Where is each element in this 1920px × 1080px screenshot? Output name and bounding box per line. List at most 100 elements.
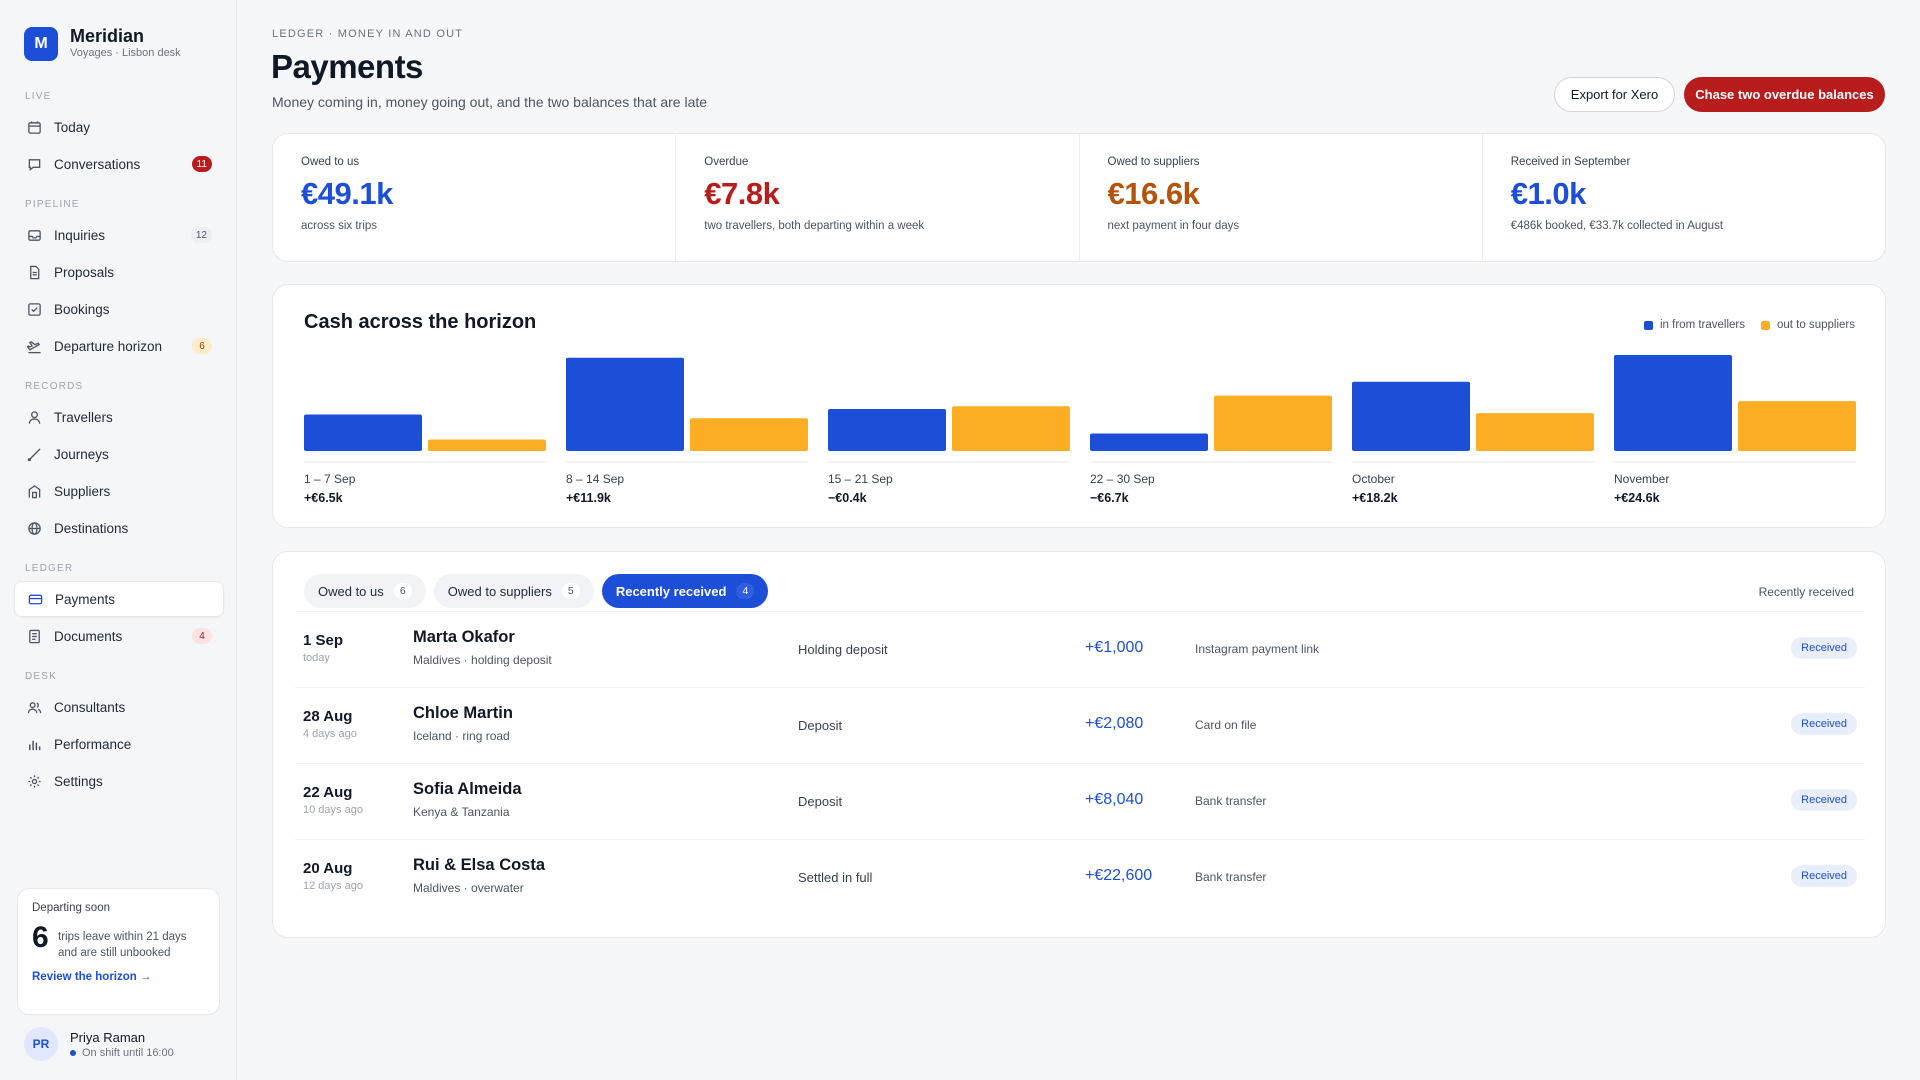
payment-age: today bbox=[303, 652, 330, 664]
brand-subtitle: Voyages · Lisbon desk bbox=[70, 47, 181, 59]
bar-in bbox=[566, 357, 684, 451]
current-view-label: Recently received bbox=[1758, 585, 1854, 599]
bar-out bbox=[952, 406, 1070, 451]
tab-label: Owed to us bbox=[318, 583, 384, 599]
sidebar-item-label: Conversations bbox=[54, 156, 141, 172]
user-status-text: On shift until 16:00 bbox=[82, 1046, 174, 1059]
table-row[interactable]: 22 Aug 10 days ago Sofia Almeida Kenya &… bbox=[295, 763, 1865, 839]
sidebar-item-consultants[interactable]: Consultants bbox=[14, 689, 224, 725]
payment-amount: +€2,080 bbox=[1085, 715, 1144, 732]
category-label: 8 – 14 Sep bbox=[566, 472, 624, 486]
category-label: November bbox=[1614, 472, 1669, 486]
stat-note: two travellers, both departing within a … bbox=[704, 220, 925, 232]
payments-ledger-card: Owed to us 6 Owed to suppliers 5 Recentl… bbox=[272, 551, 1886, 938]
brand[interactable]: M Meridian Voyages · Lisbon desk bbox=[24, 26, 181, 61]
stat-value: €49.1k bbox=[301, 176, 393, 211]
conversations-count-badge: 11 bbox=[191, 156, 212, 172]
stat-note: €486k booked, €33.7k collected in August bbox=[1510, 220, 1724, 232]
nav-section-ledger: LEDGER bbox=[25, 563, 74, 574]
legend-label-in: in from travellers bbox=[1660, 319, 1745, 331]
tab-owed-to-suppliers[interactable]: Owed to suppliers 5 bbox=[433, 574, 594, 608]
departure-horizon-count-badge: 6 bbox=[192, 338, 212, 354]
tab-owed-to-us[interactable]: Owed to us 6 bbox=[304, 574, 426, 608]
sidebar-item-departure-horizon[interactable]: Departure horizon 6 bbox=[14, 328, 224, 364]
documents-count-badge: 4 bbox=[192, 628, 212, 644]
net-value-label: −€0.4k bbox=[828, 491, 867, 505]
table-row[interactable]: 1 Sep today Marta Okafor Maldives · hold… bbox=[295, 611, 1865, 687]
sidebar-item-inquiries[interactable]: Inquiries 12 bbox=[14, 217, 224, 253]
sidebar-item-label: Settings bbox=[54, 773, 103, 789]
plane-icon bbox=[27, 339, 42, 354]
sidebar-item-journeys[interactable]: Journeys bbox=[14, 436, 224, 472]
status-badge: Received bbox=[1791, 637, 1857, 659]
stat-note: next payment in four days bbox=[1107, 220, 1240, 232]
stat-label: Owed to us bbox=[301, 156, 360, 168]
sidebar-item-destinations[interactable]: Destinations bbox=[14, 510, 224, 546]
chat-icon bbox=[27, 157, 42, 172]
stat-owed-to-suppliers: Owed to suppliers €16.6k next payment in… bbox=[1080, 134, 1483, 261]
category-label: 15 – 21 Sep bbox=[828, 472, 893, 486]
chart-legend: in from travellers out to suppliers bbox=[1628, 319, 1855, 331]
review-horizon-link[interactable]: Review the horizon → bbox=[32, 971, 152, 983]
sidebar-item-settings[interactable]: Settings bbox=[14, 763, 224, 799]
export-xero-button[interactable]: Export for Xero bbox=[1554, 77, 1675, 112]
brand-logo: M bbox=[24, 26, 58, 61]
payment-method: Bank transfer bbox=[1195, 870, 1267, 884]
sidebar-item-label: Payments bbox=[55, 591, 116, 607]
sidebar-item-label: Departure horizon bbox=[54, 338, 163, 354]
document-icon bbox=[27, 265, 42, 280]
departing-soon-card: Departing soon 6 trips leave within 21 d… bbox=[17, 888, 220, 1015]
payment-amount: +€22,600 bbox=[1085, 867, 1153, 884]
page-title: Payments bbox=[271, 48, 423, 85]
payment-amount: +€8,040 bbox=[1085, 791, 1144, 808]
sidebar-item-suppliers[interactable]: Suppliers bbox=[14, 473, 224, 509]
traveller-name: Chloe Martin bbox=[413, 704, 513, 722]
gear-icon bbox=[27, 774, 42, 789]
table-row[interactable]: 28 Aug 4 days ago Chloe Martin Iceland ·… bbox=[295, 687, 1865, 763]
nav-section-live: LIVE bbox=[25, 91, 52, 102]
current-user[interactable]: PR Priya Raman On shift until 16:00 bbox=[24, 1027, 174, 1061]
bar-out bbox=[1738, 401, 1856, 451]
trip-name: Maldives · overwater bbox=[413, 881, 524, 895]
sidebar-item-proposals[interactable]: Proposals bbox=[14, 254, 224, 290]
globe-icon bbox=[27, 521, 42, 536]
sidebar-item-documents[interactable]: Documents 4 bbox=[14, 618, 224, 654]
departing-soon-text-line1: trips leave within 21 days bbox=[58, 931, 187, 943]
sidebar-item-conversations[interactable]: Conversations 11 bbox=[14, 146, 224, 182]
sidebar-item-label: Today bbox=[54, 119, 91, 135]
table-row[interactable]: 20 Aug 12 days ago Rui & Elsa Costa Mald… bbox=[295, 839, 1865, 915]
payment-amount: +€1,000 bbox=[1085, 639, 1144, 656]
sidebar-item-travellers[interactable]: Travellers bbox=[14, 399, 224, 435]
sidebar-item-bookings[interactable]: Bookings bbox=[14, 291, 224, 327]
stat-received-september: Received in September €1.0k €486k booked… bbox=[1483, 134, 1885, 261]
sidebar-item-label: Bookings bbox=[54, 301, 110, 317]
stat-value: €1.0k bbox=[1510, 176, 1587, 211]
net-value-label: +€11.9k bbox=[566, 491, 611, 505]
category-label: 1 – 7 Sep bbox=[304, 472, 356, 486]
sidebar-item-payments[interactable]: Payments bbox=[14, 581, 224, 617]
traveller-name: Sofia Almeida bbox=[413, 780, 522, 798]
sidebar-item-today[interactable]: Today bbox=[14, 109, 224, 145]
stat-label: Owed to suppliers bbox=[1107, 156, 1200, 168]
sidebar-item-label: Performance bbox=[54, 736, 132, 752]
sidebar-item-label: Inquiries bbox=[54, 227, 106, 243]
net-value-label: +€6.5k bbox=[304, 491, 343, 505]
nav-section-desk: DESK bbox=[25, 671, 58, 682]
traveller-name: Rui & Elsa Costa bbox=[413, 856, 546, 874]
bar-out bbox=[690, 418, 808, 451]
route-icon bbox=[27, 447, 42, 462]
payment-type: Deposit bbox=[798, 794, 843, 809]
payment-type: Holding deposit bbox=[798, 642, 888, 657]
payment-method: Bank transfer bbox=[1195, 794, 1267, 808]
departing-soon-title: Departing soon bbox=[32, 902, 110, 914]
payment-method: Card on file bbox=[1195, 718, 1257, 732]
stat-owed-to-us: Owed to us €49.1k across six trips bbox=[273, 134, 677, 261]
sidebar-item-performance[interactable]: Performance bbox=[14, 726, 224, 762]
bar-in bbox=[1352, 381, 1470, 451]
status-badge: Received bbox=[1791, 865, 1857, 887]
avatar: PR bbox=[24, 1027, 58, 1061]
page-subtitle: Money coming in, money going out, and th… bbox=[272, 94, 708, 110]
tab-recently-received[interactable]: Recently received 4 bbox=[601, 574, 769, 608]
departing-soon-text-line2: and are still unbooked bbox=[58, 947, 171, 959]
chase-overdue-button[interactable]: Chase two overdue balances bbox=[1684, 77, 1885, 112]
